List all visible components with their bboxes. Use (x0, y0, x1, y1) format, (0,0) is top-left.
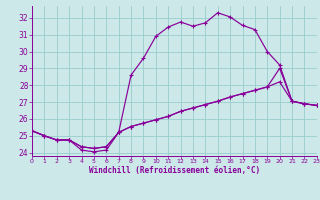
X-axis label: Windchill (Refroidissement éolien,°C): Windchill (Refroidissement éolien,°C) (89, 166, 260, 175)
